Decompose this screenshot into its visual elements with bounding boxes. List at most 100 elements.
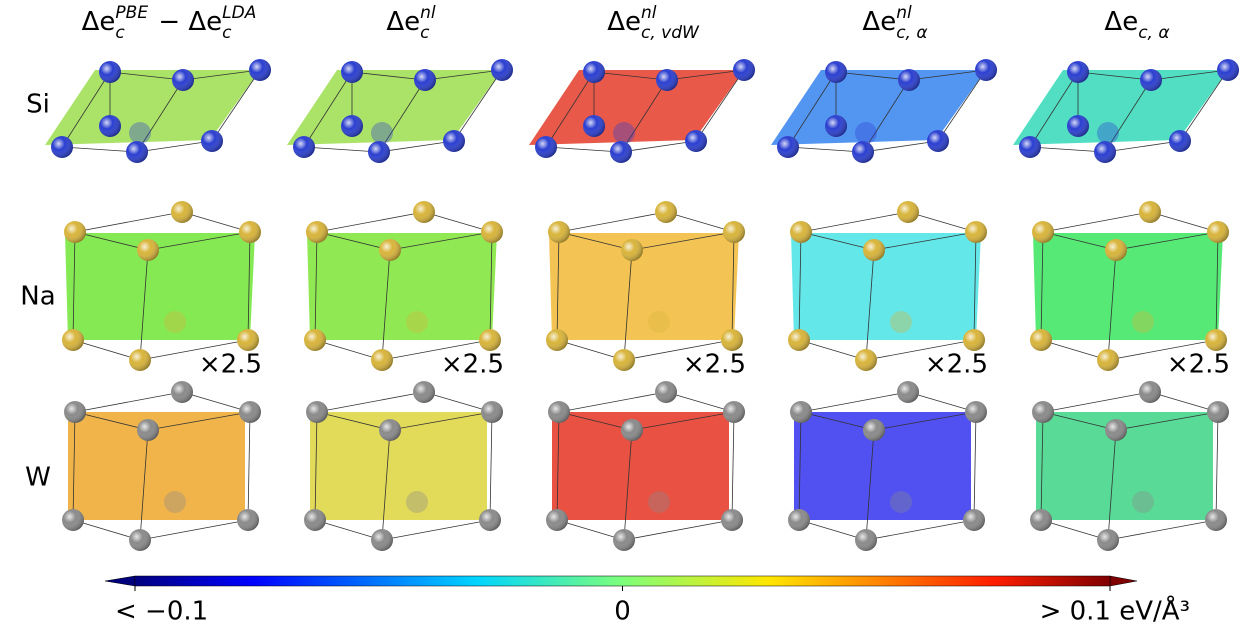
header-sup: LDA <box>222 3 256 23</box>
cell-edge <box>1042 231 1117 251</box>
cell-edge <box>389 411 493 431</box>
atom-shine <box>1205 329 1227 351</box>
atom-shine <box>852 141 874 163</box>
atom-shine <box>863 419 885 441</box>
atom-shine <box>341 115 363 137</box>
colorbar-tick-label: < −0.1 <box>115 597 208 627</box>
cell-edge <box>424 69 503 81</box>
cell-edge <box>558 211 667 233</box>
ghost-atom <box>1132 311 1154 333</box>
atom-shine <box>535 136 557 158</box>
atom-shine <box>237 329 259 351</box>
cell-edge <box>545 71 595 148</box>
atom-shine <box>546 509 568 531</box>
atom-shine <box>481 401 503 423</box>
cell-edge <box>381 519 491 541</box>
atom-shine <box>137 239 159 261</box>
density-plane <box>65 233 255 340</box>
cell-edge <box>1115 411 1219 431</box>
colorbar-max-end <box>1109 575 1138 587</box>
cell-edge <box>798 339 867 361</box>
cell-edge <box>787 146 864 153</box>
atom-shine <box>723 221 745 243</box>
cell-edge <box>623 249 633 361</box>
row-label: Si <box>26 90 50 120</box>
atom-shine <box>64 401 86 423</box>
atom-shine <box>788 329 810 351</box>
cell-edge <box>665 211 735 233</box>
atom-shine <box>1067 61 1089 83</box>
atom-shine <box>1140 69 1162 91</box>
density-plane <box>68 412 245 520</box>
cell-edge <box>314 411 318 521</box>
atom-shine <box>1207 221 1229 243</box>
atom-shine <box>491 59 513 81</box>
cell-edge <box>558 391 667 413</box>
atom-shine <box>99 61 121 83</box>
atom-shine <box>548 401 570 423</box>
column-header: Δe nlc, vdW <box>607 3 700 43</box>
cell-edge <box>1149 391 1219 413</box>
density-plane <box>529 70 744 145</box>
header-sup: nl <box>420 3 436 23</box>
cell-edge <box>558 411 633 431</box>
cell-edge <box>74 391 183 413</box>
atom-shine <box>721 509 743 531</box>
density-plane <box>1033 233 1223 340</box>
density-plane <box>771 70 986 145</box>
cell-edge <box>303 71 353 148</box>
cell-edge <box>181 211 251 233</box>
cell-edge <box>61 71 111 148</box>
cell-edge <box>139 429 149 541</box>
cell-edge <box>908 69 987 81</box>
atom-shine <box>1105 419 1127 441</box>
atom-shine <box>825 61 847 83</box>
header-sup: nl <box>896 3 912 23</box>
atom-shine <box>655 381 677 403</box>
cell-edge <box>1040 339 1109 361</box>
ghost-atom <box>1132 491 1154 513</box>
density-plane <box>794 412 971 520</box>
density-plane <box>549 233 739 340</box>
cell-edge <box>381 339 491 361</box>
cell-edge <box>378 140 455 153</box>
atom-shine <box>655 201 677 223</box>
cell-edge <box>666 69 745 81</box>
atom-shine <box>201 130 223 152</box>
cell-edge <box>211 69 261 142</box>
ghost-atom <box>648 311 670 333</box>
cell-edge <box>1040 231 1044 341</box>
cell-edge <box>453 69 503 142</box>
cell-edge <box>862 140 939 153</box>
cell-edge <box>800 391 909 413</box>
atom-shine <box>546 329 568 351</box>
cell-edge <box>139 339 249 361</box>
ghost-atom <box>406 311 428 333</box>
cell-edge <box>423 391 493 413</box>
cell-edge <box>865 339 975 361</box>
cell-edge <box>835 71 910 81</box>
atom-shine <box>777 136 799 158</box>
cell-edge <box>865 249 875 361</box>
header-sub: c, α <box>896 23 927 43</box>
cell-edge <box>800 411 875 431</box>
colorbar <box>134 575 1111 587</box>
atom-shine <box>239 401 261 423</box>
cell-edge <box>873 231 977 251</box>
cell-edge <box>1040 411 1044 521</box>
density-plane <box>1036 412 1213 520</box>
density-plane <box>310 412 487 520</box>
density-plane <box>45 70 260 145</box>
cell-edge <box>623 519 733 541</box>
atom-shine <box>171 201 193 223</box>
cell-edge <box>136 140 213 153</box>
ghost-atom <box>890 311 912 333</box>
atom-shine <box>371 529 393 551</box>
header-text: Δe <box>386 7 420 37</box>
cell-edge <box>798 411 802 521</box>
atom-shine <box>790 401 812 423</box>
cell-edge <box>620 140 697 153</box>
density-plane <box>287 70 502 145</box>
atom-shine <box>963 509 985 531</box>
